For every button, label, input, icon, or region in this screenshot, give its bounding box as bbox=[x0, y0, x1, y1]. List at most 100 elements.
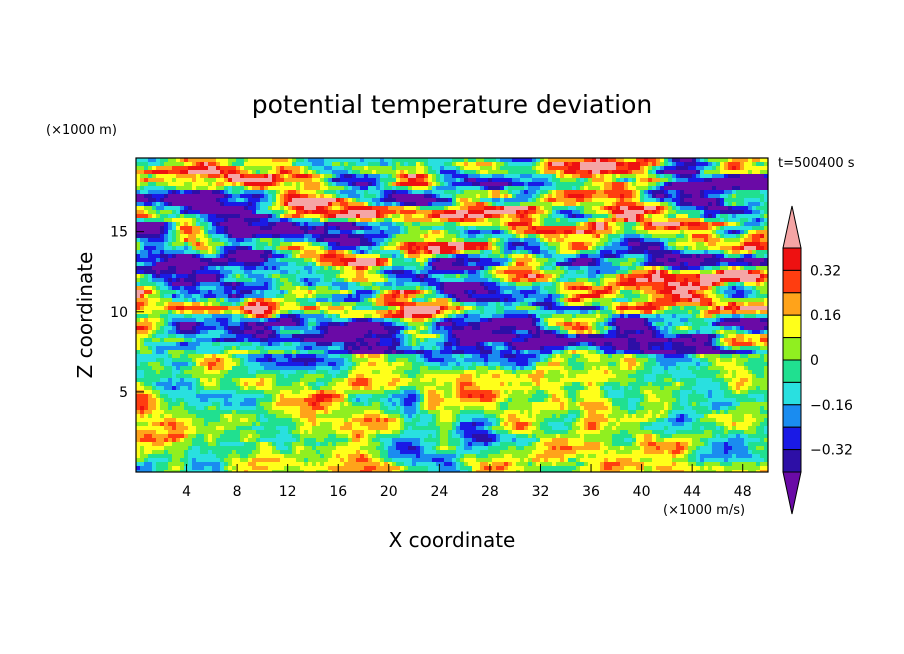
field-cell bbox=[552, 270, 557, 275]
field-cell bbox=[708, 214, 713, 219]
field-cell bbox=[236, 278, 241, 283]
field-cell bbox=[160, 222, 165, 227]
field-cell bbox=[388, 218, 393, 223]
field-cell bbox=[664, 258, 669, 263]
field-cell bbox=[276, 230, 281, 235]
field-cell bbox=[760, 266, 765, 271]
field-cell bbox=[260, 226, 265, 231]
field-cell bbox=[216, 258, 221, 263]
field-cell bbox=[536, 258, 541, 263]
field-cell bbox=[476, 274, 481, 279]
field-cell bbox=[312, 254, 317, 259]
field-cell bbox=[528, 170, 533, 175]
field-cell bbox=[632, 278, 637, 283]
field-cell bbox=[668, 170, 673, 175]
field-cell bbox=[536, 202, 541, 207]
field-cell bbox=[620, 194, 625, 199]
field-cell bbox=[264, 206, 269, 211]
field-cell bbox=[620, 234, 625, 239]
field-cell bbox=[348, 246, 353, 251]
field-cell bbox=[276, 194, 281, 199]
field-cell bbox=[412, 214, 417, 219]
field-cell bbox=[148, 198, 153, 203]
field-cell bbox=[372, 266, 377, 271]
field-cell bbox=[172, 258, 177, 263]
field-cell bbox=[620, 170, 625, 175]
field-cell bbox=[248, 202, 253, 207]
field-cell bbox=[268, 226, 273, 231]
field-cell bbox=[440, 194, 445, 199]
field-cell bbox=[504, 246, 509, 251]
field-cell bbox=[320, 270, 325, 275]
field-cell bbox=[416, 182, 421, 187]
field-cell bbox=[616, 234, 621, 239]
field-cell bbox=[180, 262, 185, 267]
field-cell bbox=[380, 178, 385, 183]
field-cell bbox=[528, 230, 533, 235]
field-cell bbox=[536, 242, 541, 247]
field-cell bbox=[508, 166, 513, 171]
field-cell bbox=[744, 254, 749, 259]
field-cell bbox=[356, 270, 361, 275]
field-cell bbox=[712, 162, 717, 167]
field-cell bbox=[352, 178, 357, 183]
field-cell bbox=[644, 270, 649, 275]
field-cell bbox=[652, 194, 657, 199]
field-cell bbox=[476, 202, 481, 207]
field-cell bbox=[616, 186, 621, 191]
field-cell bbox=[140, 258, 145, 263]
field-cell bbox=[268, 278, 273, 283]
field-cell bbox=[480, 170, 485, 175]
field-cell bbox=[424, 202, 429, 207]
field-cell bbox=[692, 250, 697, 255]
field-cell bbox=[684, 174, 689, 179]
field-cell bbox=[396, 262, 401, 267]
field-cell bbox=[324, 202, 329, 207]
field-cell bbox=[600, 158, 605, 163]
field-cell bbox=[712, 182, 717, 187]
field-cell bbox=[444, 238, 449, 243]
field-cell bbox=[468, 210, 473, 215]
field-cell bbox=[212, 234, 217, 239]
field-cell bbox=[268, 246, 273, 251]
field-cell bbox=[748, 214, 753, 219]
field-cell bbox=[444, 202, 449, 207]
field-cell bbox=[240, 282, 245, 287]
field-cell bbox=[204, 246, 209, 251]
field-cell bbox=[648, 238, 653, 243]
field-cell bbox=[232, 238, 237, 243]
field-cell bbox=[456, 182, 461, 187]
field-cell bbox=[392, 254, 397, 259]
field-cell bbox=[528, 210, 533, 215]
field-cell bbox=[296, 282, 301, 287]
field-cell bbox=[196, 202, 201, 207]
field-cell bbox=[532, 190, 537, 195]
field-cell bbox=[672, 218, 677, 223]
field-cell bbox=[148, 278, 153, 283]
field-cell bbox=[264, 222, 269, 227]
field-cell bbox=[640, 274, 645, 279]
field-cell bbox=[680, 198, 685, 203]
field-cell bbox=[312, 270, 317, 275]
field-cell bbox=[308, 250, 313, 255]
field-cell bbox=[240, 202, 245, 207]
field-cell bbox=[580, 194, 585, 199]
field-cell bbox=[604, 258, 609, 263]
field-cell bbox=[328, 182, 333, 187]
field-cell bbox=[148, 190, 153, 195]
field-cell bbox=[608, 178, 613, 183]
field-cell bbox=[220, 266, 225, 271]
field-cell bbox=[364, 166, 369, 171]
field-cell bbox=[464, 238, 469, 243]
field-cell bbox=[572, 278, 577, 283]
field-cell bbox=[332, 270, 337, 275]
field-cell bbox=[180, 178, 185, 183]
field-cell bbox=[592, 242, 597, 247]
field-cell bbox=[628, 254, 633, 259]
field-cell bbox=[156, 190, 161, 195]
field-cell bbox=[372, 210, 377, 215]
field-cell bbox=[420, 242, 425, 247]
field-cell bbox=[368, 238, 373, 243]
field-cell bbox=[684, 206, 689, 211]
field-cell bbox=[612, 198, 617, 203]
